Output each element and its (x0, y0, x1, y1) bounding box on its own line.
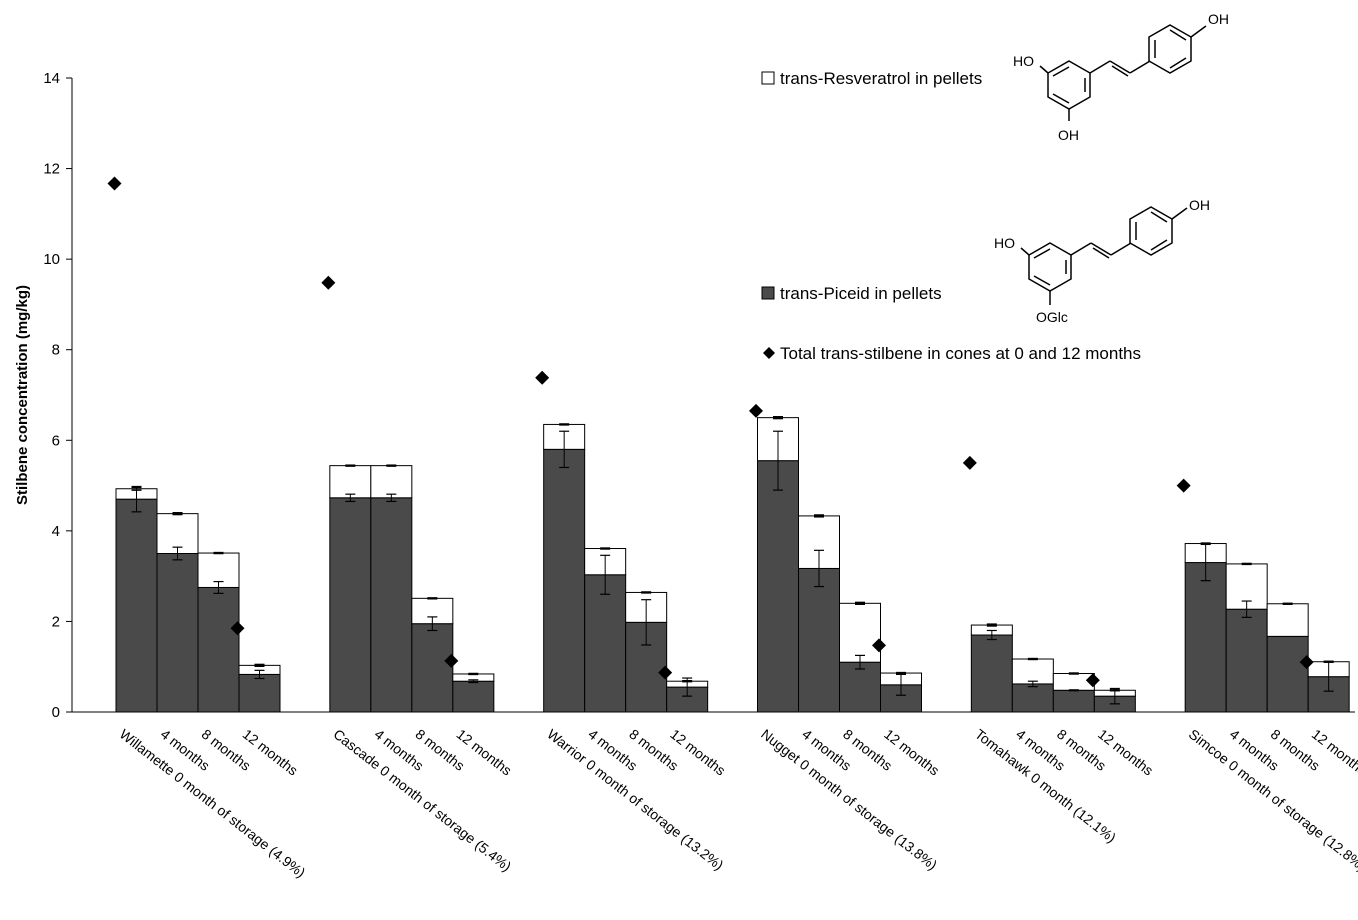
legend-item-piceid: trans-Piceid in pellets (761, 284, 942, 303)
x-axis: Willamette 0 month of storage (4.9%)4 mo… (72, 711, 1358, 881)
bar-piceid (1266, 635, 1309, 713)
y-tick-label: 6 (52, 432, 60, 449)
bar-piceid (238, 673, 281, 713)
legend: trans-Resveratrol in pellets trans-Picei… (761, 69, 1141, 363)
bar-piceid (1052, 689, 1095, 713)
bar-piceid (970, 634, 1013, 713)
marker-total-stilbene (1085, 673, 1100, 688)
bar-piceid (1011, 683, 1054, 713)
x-tick-label: 12 months (453, 726, 514, 779)
piceid-oh-top: OH (1189, 197, 1210, 213)
marker-total-stilbene (321, 275, 336, 290)
bar-piceid (329, 497, 372, 713)
marker-total-stilbene (107, 176, 122, 191)
piceid-ho-left: HO (994, 235, 1015, 251)
bar-resveratrol (370, 465, 413, 499)
marker-total-stilbene (1299, 655, 1314, 670)
resveratrol-oh-top: OH (1208, 11, 1229, 27)
bar-piceid (156, 553, 199, 713)
bar-piceid (411, 623, 454, 713)
resveratrol-ho-left: HO (1013, 53, 1034, 69)
legend-swatch-piceid (761, 286, 775, 300)
marker-total-stilbene (962, 455, 977, 470)
bar-resveratrol (839, 602, 881, 663)
bar-piceid (370, 497, 413, 713)
bar-piceid (798, 567, 840, 713)
resveratrol-oh-bottom: OH (1058, 127, 1079, 143)
bar-piceid (757, 460, 799, 713)
legend-label-resveratrol: trans-Resveratrol in pellets (780, 69, 982, 88)
marker-total-stilbene (1176, 478, 1191, 493)
y-axis-title: Stilbene concentration (mg/kg) (14, 285, 31, 505)
bar-piceid (452, 680, 495, 713)
y-tick-label: 12 (43, 161, 60, 178)
legend-diamond-icon (763, 347, 775, 359)
legend-label-piceid: trans-Piceid in pellets (780, 284, 942, 303)
bar-piceid (1184, 562, 1227, 713)
x-tick-label: 12 months (240, 726, 301, 779)
marker-total-stilbene (658, 665, 673, 680)
bar-resveratrol (1266, 603, 1309, 637)
y-tick-label: 14 (43, 70, 60, 87)
bar-piceid (115, 498, 158, 713)
markers (107, 176, 1314, 688)
marker-total-stilbene (535, 370, 550, 385)
y-tick-label: 2 (52, 613, 60, 630)
bar-piceid (1225, 608, 1268, 713)
marker-total-stilbene (444, 653, 459, 668)
bar-piceid (839, 661, 881, 713)
x-tick-label: 12 months (881, 726, 942, 779)
y-tick-label: 0 (52, 704, 60, 721)
legend-label-total-stilbene: Total trans-stilbene in cones at 0 and 1… (780, 344, 1141, 363)
bar-piceid (197, 586, 240, 713)
bars (115, 415, 1350, 713)
marker-total-stilbene (872, 638, 886, 653)
resveratrol-structure (1039, 24, 1207, 121)
bar-piceid (584, 574, 627, 713)
piceid-oglc-bottom: OGlc (1036, 309, 1068, 325)
bar-piceid (543, 448, 586, 713)
y-axis: 0 2 4 6 8 10 12 14 (43, 70, 73, 721)
marker-total-stilbene (749, 403, 763, 418)
y-tick-label: 10 (43, 251, 60, 268)
legend-swatch-resveratrol (761, 71, 775, 85)
marker-total-stilbene (230, 621, 245, 636)
bar-resveratrol (329, 465, 372, 499)
x-tick-label: 12 months (1095, 726, 1156, 779)
legend-item-total-stilbene: Total trans-stilbene in cones at 0 and 1… (763, 344, 1141, 363)
legend-item-resveratrol: trans-Resveratrol in pellets (761, 69, 982, 88)
y-tick-label: 4 (52, 523, 60, 540)
bar-resveratrol (1011, 658, 1054, 685)
y-tick-label: 8 (52, 342, 60, 359)
x-tick-label: 12 months (667, 726, 728, 779)
piceid-structure (1020, 206, 1188, 305)
x-tick-label: 12 months (1309, 726, 1358, 779)
